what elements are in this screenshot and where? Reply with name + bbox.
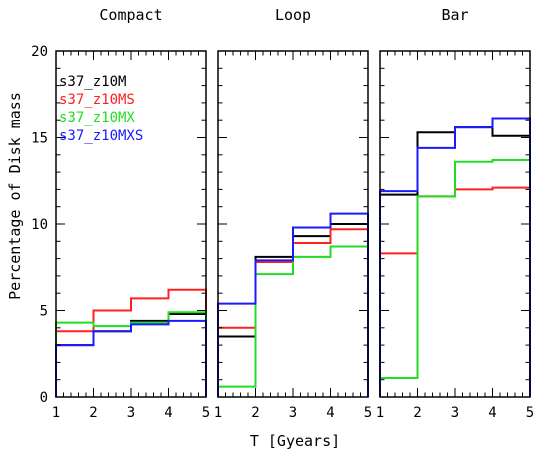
x-tick-label: 3 <box>451 405 459 421</box>
panel-title-loop: Loop <box>275 6 311 24</box>
series-line-s37-z10mx <box>217 245 369 397</box>
x-tick-label: 2 <box>251 405 259 421</box>
x-tick-label: 4 <box>164 405 172 421</box>
panel-bar: Bar 1 2 3 4 5 <box>376 6 534 421</box>
series-line-s37-z10mxs <box>217 212 369 397</box>
panel-title-bar: Bar <box>441 6 468 24</box>
y-tick-label: 10 <box>31 217 48 233</box>
x-axis-label: T [Gyears] <box>250 432 340 450</box>
y-tick-label: 5 <box>40 304 48 320</box>
x-tick-label: 2 <box>89 405 97 421</box>
panel-frame <box>379 50 531 398</box>
y-axis-label: Percentage of Disk mass <box>6 92 24 300</box>
y-tick-label: 0 <box>40 390 48 406</box>
x-tick-label: 4 <box>326 405 334 421</box>
legend: s37_z10M s37_z10MS s37_z10MX s37_z10MXS <box>59 74 143 144</box>
panel-title-compact: Compact <box>99 6 162 24</box>
y-tick-label: 15 <box>31 131 48 147</box>
x-tick-label: 5 <box>202 405 210 421</box>
x-tick-label: 1 <box>52 405 60 421</box>
x-tick-label: 5 <box>526 405 534 421</box>
x-tick-label: 3 <box>289 405 297 421</box>
x-tick-label: 1 <box>376 405 384 421</box>
series-line-s37-z10ms <box>55 288 207 397</box>
x-tick-label: 5 <box>364 405 372 421</box>
y-tick-label: 20 <box>31 44 48 60</box>
legend-entry-s37-z10mx: s37_z10MX <box>59 110 135 126</box>
legend-entry-s37-z10mxs: s37_z10MXS <box>59 128 143 144</box>
series-line-s37-z10mxs <box>379 117 531 397</box>
series-line-s37-z10mxs <box>55 319 207 397</box>
legend-entry-s37-z10ms: s37_z10MS <box>59 92 135 108</box>
series-line-s37-z10mx <box>379 158 531 397</box>
x-tick-label: 1 <box>214 405 222 421</box>
x-tick-label: 4 <box>488 405 496 421</box>
legend-entry-s37-z10m: s37_z10M <box>59 74 126 90</box>
panel-loop: Loop 1 2 3 4 5 <box>214 6 372 421</box>
x-tick-label: 2 <box>413 405 421 421</box>
series-line-s37-z10ms <box>379 186 531 397</box>
x-tick-label: 3 <box>127 405 135 421</box>
